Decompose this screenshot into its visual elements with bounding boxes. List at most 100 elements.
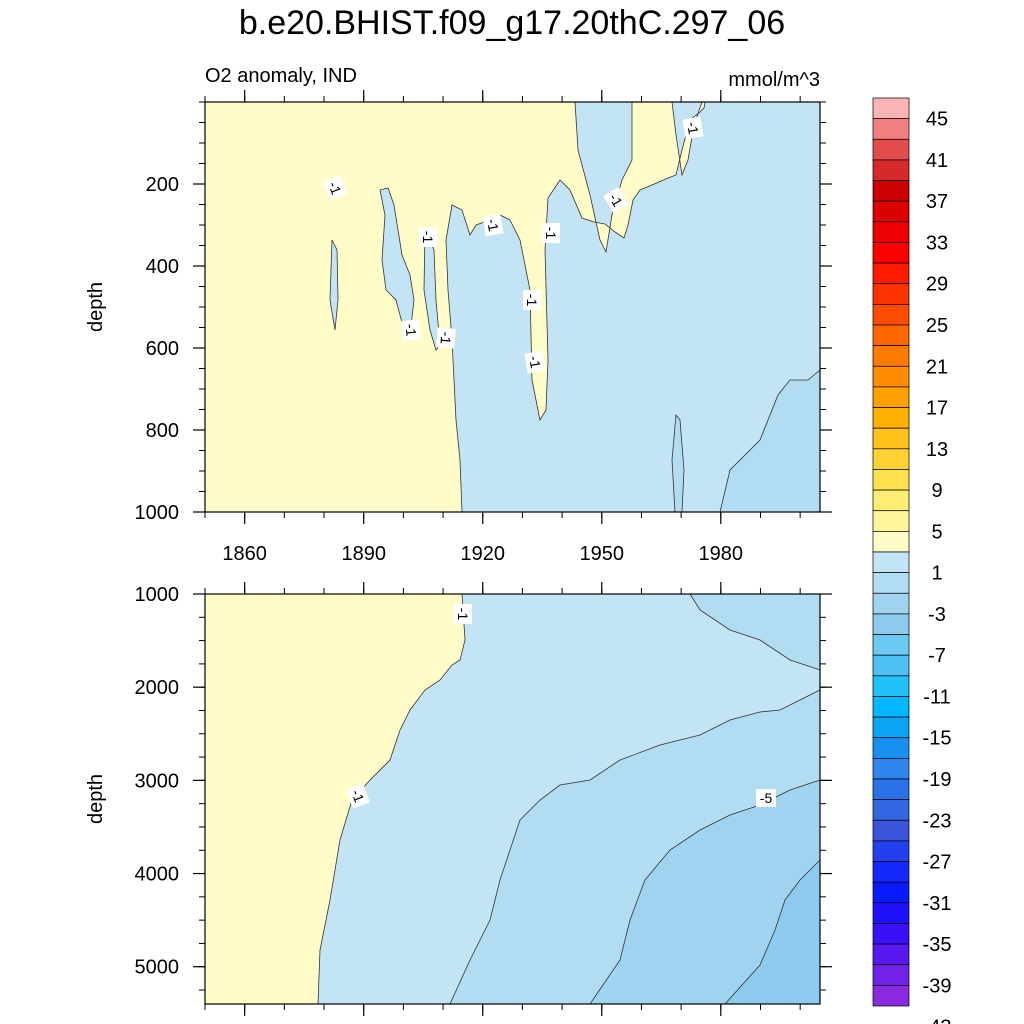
y-tick-label: 400	[146, 256, 179, 278]
contour-label-text: -1	[402, 323, 419, 337]
lower-contour-labels: -1 -1 -5	[346, 604, 776, 809]
colorbar-label: 41	[926, 150, 948, 172]
colorbar-swatch	[872, 819, 910, 842]
x-tick-label: 1950	[580, 543, 625, 565]
x-axis-ticks: 1860 1890 1920 1950 1980	[204, 90, 801, 1016]
colorbar-label: 37	[926, 191, 948, 213]
y-tick-label: 800	[146, 420, 179, 442]
x-tick-label: 1920	[460, 543, 505, 565]
colorbar-swatch	[872, 551, 910, 573]
colorbar-label: 5	[931, 521, 942, 543]
colorbar-label: 17	[926, 398, 948, 420]
colorbar-label: 29	[926, 274, 948, 296]
y-tick-label: 600	[146, 338, 179, 360]
colorbar-swatch	[872, 448, 910, 470]
colorbar-swatch	[872, 531, 910, 553]
contour-label: -1	[419, 227, 437, 247]
contour-label: -1	[542, 223, 560, 243]
contour-label: -1	[346, 783, 370, 809]
colorbar-label: -43	[923, 1017, 952, 1024]
contour-label-bg	[346, 783, 370, 809]
upper-ylabel: depth	[85, 282, 107, 332]
y-tick-label: 5000	[135, 957, 180, 979]
colorbar-swatch	[872, 923, 910, 945]
colorbar-swatch	[872, 758, 910, 780]
colorbar-label: -39	[923, 975, 952, 997]
colorbar-swatch	[872, 778, 910, 800]
upper-contour-labels: -1 -1 -1 -1 -1 -1 -1 -1 -1 -1	[323, 116, 704, 374]
colorbar-swatch	[872, 97, 910, 119]
colorbar-swatch	[872, 675, 910, 697]
colorbar-swatch	[872, 159, 910, 181]
contour-label: -5	[756, 789, 776, 807]
lower-y-ticks: 1000 2000 3000 4000 5000	[135, 584, 832, 991]
lower-frame	[204, 593, 821, 1005]
contour-label-bg	[323, 175, 347, 201]
y-tick-label: 1000	[135, 502, 180, 524]
colorbar-swatch	[872, 799, 910, 821]
contour-label-text: -1	[420, 231, 436, 244]
y-tick-label: 4000	[135, 864, 180, 886]
contour-label-text: -1	[684, 120, 702, 135]
contour-label-text: -1	[543, 227, 559, 240]
colorbar-label: -15	[923, 728, 952, 750]
colorbar-swatch	[872, 985, 910, 1007]
colorbar-swatch	[872, 200, 910, 223]
contour-label: -1	[323, 175, 347, 201]
x-tick-label: 1860	[222, 543, 267, 565]
colorbar-swatch	[872, 262, 910, 285]
colorbar-swatch	[872, 283, 910, 305]
colorbar-label: 1	[931, 563, 942, 585]
colorbar: 45 41 37 33 29 25 21 17 13 9 5 1 -3 -7 -11 -15 -19 -23 -27…	[872, 97, 952, 1024]
contour-label: -1	[523, 290, 541, 310]
colorbar-swatch	[872, 345, 910, 367]
contour-label-bg	[524, 350, 546, 374]
colorbar-label: 25	[926, 315, 948, 337]
contour-label: -1	[524, 350, 546, 374]
upper-island-2	[423, 229, 441, 351]
colorbar-swatch	[872, 427, 910, 450]
colorbar-swatch	[872, 861, 910, 883]
colorbar-swatch	[872, 654, 910, 677]
contour-label-text: -1	[325, 179, 344, 196]
contour-label-bg	[419, 227, 437, 247]
colorbar-swatch	[872, 634, 910, 656]
colorbar-swatch	[872, 469, 910, 491]
colorbar-swatch	[872, 592, 910, 615]
contour-label-bg	[542, 223, 560, 243]
y-tick-label: 3000	[135, 770, 180, 792]
lower-panel: 1000 2000 3000 4000 5000 depth -1 -1 -5	[85, 584, 832, 1005]
contour-label-text: -5	[760, 790, 773, 806]
contour-label-text: -1	[437, 331, 454, 345]
upper-island-3	[329, 239, 339, 331]
chart-subtitle: O2 anomaly, IND	[205, 65, 357, 87]
contour-label: -1	[682, 116, 704, 140]
colorbar-swatch	[872, 138, 910, 161]
colorbar-swatch	[872, 696, 910, 718]
contour-label-text: -1	[348, 787, 367, 804]
contour-label: -1	[401, 319, 421, 341]
colorbar-label: -19	[923, 769, 952, 791]
lower-ylabel: depth	[85, 774, 107, 824]
colorbar-swatch	[872, 572, 910, 594]
contour-label-text: -1	[484, 217, 502, 232]
contour-label-bg	[482, 213, 504, 237]
contour-label-bg	[523, 290, 541, 310]
contour-label-text: -1	[455, 608, 471, 621]
x-tick-label: 1890	[341, 543, 386, 565]
contour-label: -1	[454, 604, 472, 624]
upper-y-ticks: 200 400 600 800 1000	[135, 101, 832, 524]
colorbar-label: -31	[923, 893, 952, 915]
colorbar-swatch	[872, 242, 910, 264]
colorbar-swatch	[872, 180, 910, 202]
y-tick-label: 2000	[135, 677, 180, 699]
colorbar-label: -7	[928, 645, 946, 667]
contour-label-bg	[401, 319, 421, 341]
colorbar-swatch	[872, 324, 910, 346]
contour-label-bg	[436, 327, 456, 349]
colorbar-label: 13	[926, 439, 948, 461]
units-label: mmol/m^3	[728, 69, 820, 91]
y-tick-label: 1000	[135, 584, 180, 606]
